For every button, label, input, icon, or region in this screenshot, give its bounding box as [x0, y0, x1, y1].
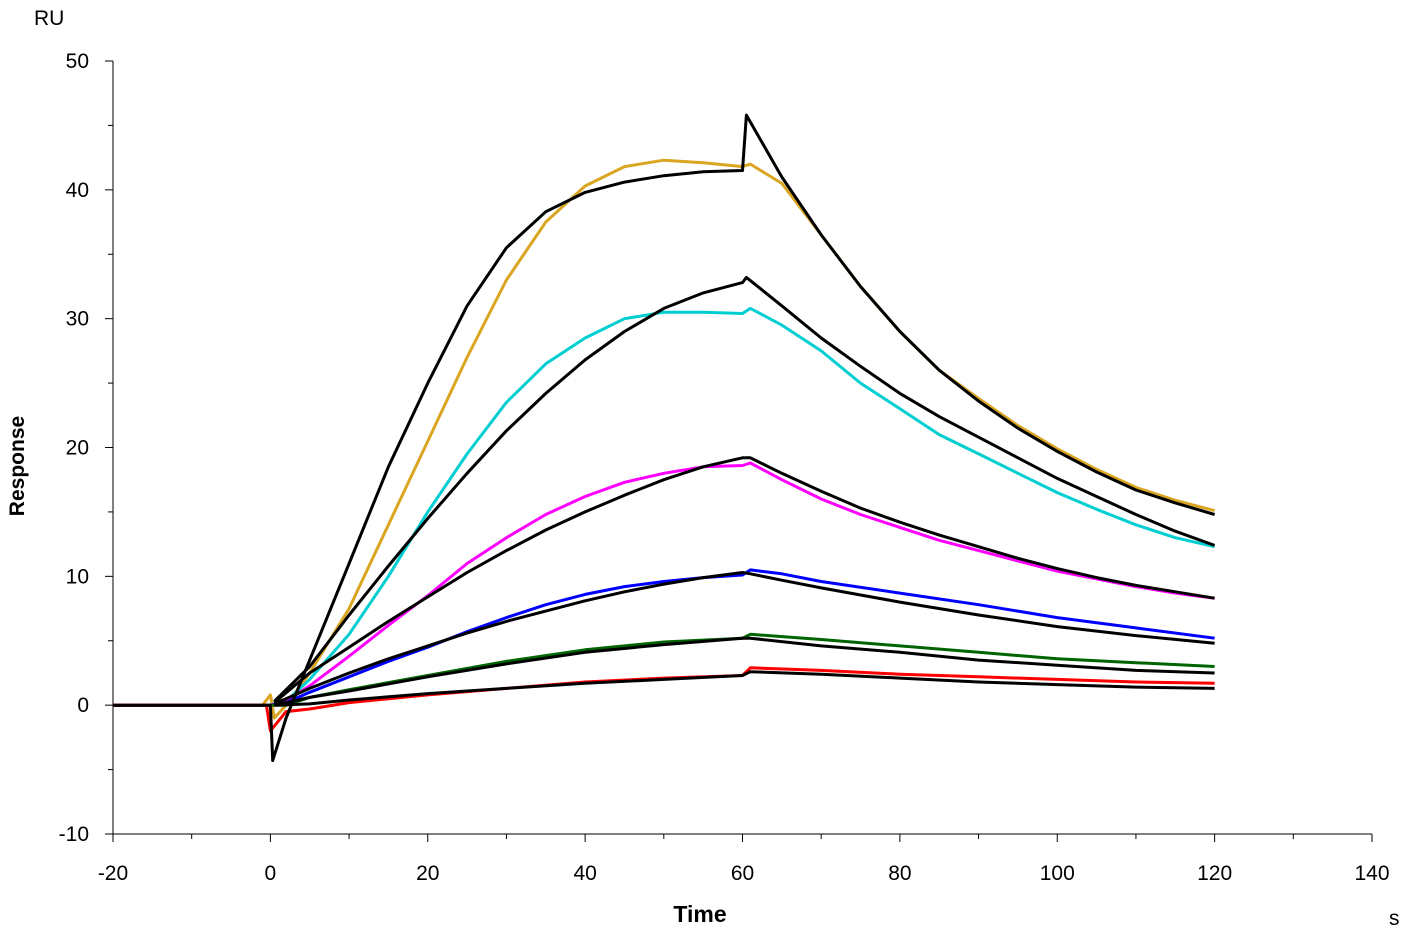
fit-curve-9: [273, 571, 1215, 706]
sensorgram-curve-3: [113, 568, 1215, 707]
plot-area: [113, 113, 1216, 763]
x-tick-label: 60: [731, 862, 754, 885]
x-unit-label: s: [1389, 907, 1400, 930]
x-tick-label: 0: [265, 862, 277, 885]
y-tick-label: 0: [77, 694, 89, 717]
x-tick-label: 140: [1354, 862, 1389, 885]
fit-curve-6: [113, 113, 1216, 763]
fit-curve-8: [273, 456, 1215, 704]
x-tick-label: -20: [98, 862, 128, 885]
y-axis-title: Response: [6, 416, 29, 516]
axes: -20 0 20 40 60 80 100 120 140 -10 0 10 20 30 40 50: [59, 50, 1390, 885]
y-tick-label: 40: [66, 179, 89, 202]
x-tick-label: 20: [416, 862, 439, 885]
fit-curve-10: [273, 636, 1215, 707]
x-tick-label: 120: [1197, 862, 1232, 885]
y-tick-label: 20: [66, 437, 89, 460]
y-tick-label: 30: [66, 308, 89, 331]
sensorgram-curve-2: [113, 461, 1215, 707]
y-tick-label: 10: [66, 565, 89, 588]
fit-curve-11: [274, 670, 1215, 707]
sensorgram-curve-0: [113, 158, 1215, 720]
x-tick-label: 80: [888, 862, 911, 885]
y-unit-label: RU: [34, 7, 64, 30]
sensorgram-curve-1: [113, 306, 1215, 707]
x-tick-label: 40: [573, 862, 596, 885]
y-tick-label: 50: [66, 50, 89, 73]
x-tick-label: 100: [1040, 862, 1075, 885]
fit-curve-7: [273, 275, 1216, 703]
y-tick-label: -10: [59, 823, 89, 846]
x-axis-title: Time: [673, 901, 726, 927]
